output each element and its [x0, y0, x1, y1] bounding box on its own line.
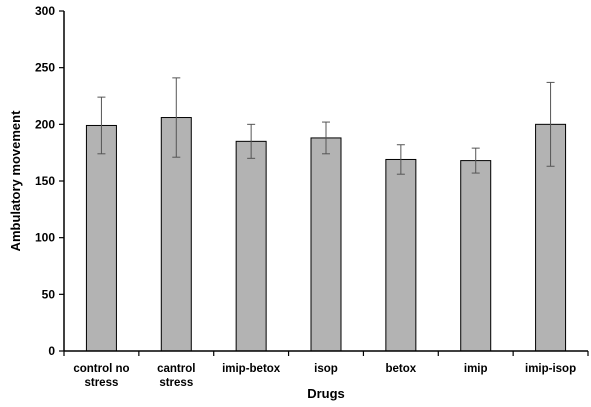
bar: [385, 158, 417, 352]
x-tick-label: cantrol: [157, 363, 195, 375]
y-axis-title: Ambulatory movement: [8, 110, 23, 252]
bar: [85, 124, 117, 352]
x-tick-labels-layer: control no stress cantrol stress imip-betox i…: [63, 351, 589, 389]
x-tick-label: isop: [314, 363, 338, 375]
x-tick-label: imip-isop: [525, 363, 576, 375]
bar: [460, 160, 492, 352]
x-tick-label: imip: [464, 363, 488, 375]
y-tick-label: 50: [42, 287, 56, 301]
x-tick-label: stress: [159, 377, 193, 389]
bar: [235, 140, 267, 352]
x-tick-label: imip-betox: [222, 363, 281, 375]
y-tick-label: 300: [35, 4, 55, 18]
x-tick-label: control no: [73, 363, 129, 375]
y-tick-label: 150: [35, 174, 55, 188]
y-tick-label: 100: [35, 231, 55, 245]
error-bars-layer: [97, 77, 555, 175]
x-tick-label: betox: [386, 363, 417, 375]
y-tick-label: 0: [48, 344, 55, 358]
x-axis-title: Drugs: [307, 386, 345, 401]
x-tick-label: stress: [84, 377, 118, 389]
y-tick-label: 250: [35, 61, 55, 75]
y-tick-label: 200: [35, 117, 55, 131]
bar: [310, 137, 342, 352]
y-ticks-layer: 0 50 100 150 200 250 300: [35, 4, 64, 358]
